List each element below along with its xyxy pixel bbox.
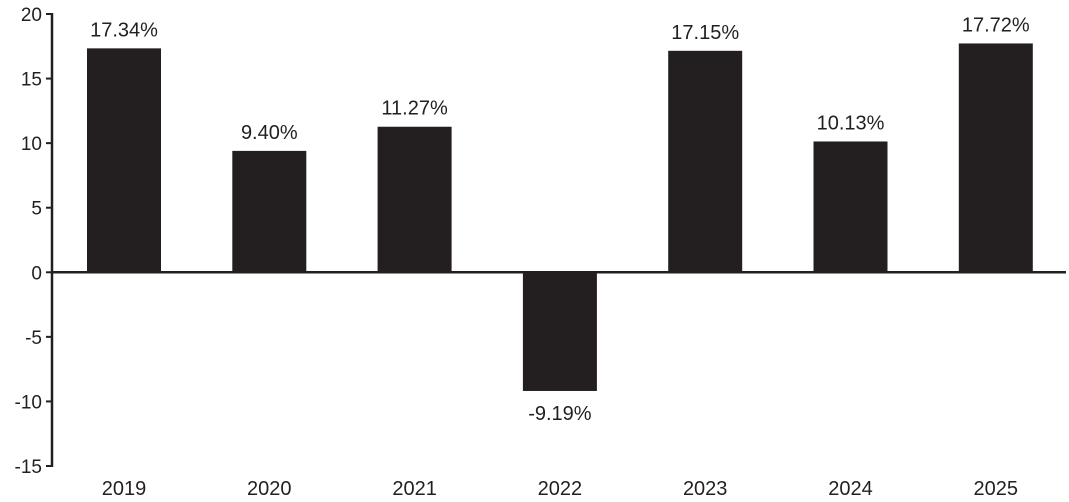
x-tick-label: 2019	[102, 478, 147, 500]
y-tick-label: 10	[21, 134, 42, 155]
bar-2021	[377, 126, 452, 273]
data-label-2023: 17.15%	[671, 22, 739, 44]
y-tick-label: 20	[21, 5, 42, 26]
y-tick-label: -10	[15, 392, 42, 413]
x-tick-label: 2020	[247, 478, 292, 500]
data-label-2024: 10.13%	[817, 112, 885, 134]
y-tick-label: -15	[15, 457, 42, 478]
x-tick-label: 2023	[683, 478, 728, 500]
bar-2024	[813, 141, 888, 273]
bar-2025	[958, 43, 1033, 273]
bar-2023	[668, 50, 743, 273]
data-label-2022: -9.19%	[528, 403, 592, 425]
bar-2022	[522, 272, 597, 391]
x-tick-label: 2025	[974, 478, 1019, 500]
x-tick-label: 2021	[392, 478, 437, 500]
data-label-2025: 17.72%	[962, 14, 1030, 36]
data-label-2019: 17.34%	[90, 19, 158, 41]
bar-2019	[87, 48, 161, 273]
x-tick-label: 2022	[538, 478, 583, 500]
y-tick-label: 5	[31, 199, 42, 220]
y-tick-label: -5	[25, 328, 42, 349]
y-tick-label: 15	[21, 70, 42, 91]
y-tick-label: 0	[31, 263, 42, 284]
x-tick-label: 2024	[828, 478, 873, 500]
bar-2020	[232, 150, 307, 273]
data-label-2021: 11.27%	[381, 98, 448, 120]
data-label-2020: 9.40%	[241, 122, 298, 144]
